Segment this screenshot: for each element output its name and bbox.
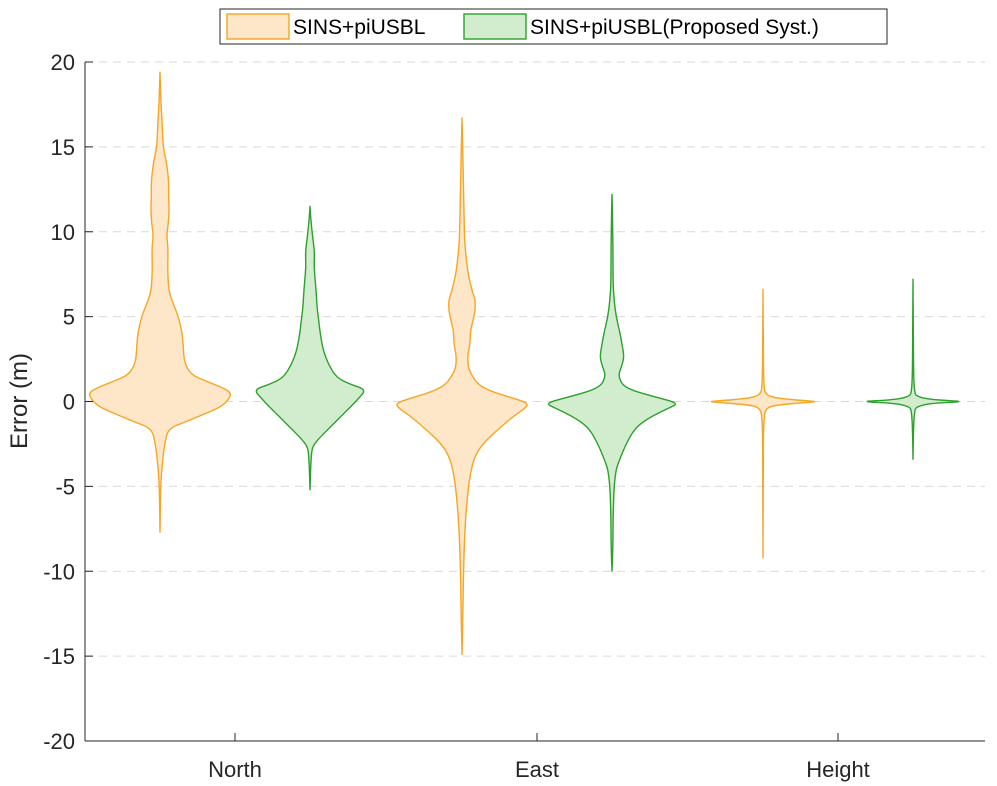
x-tick-label-north: North bbox=[208, 757, 262, 782]
gridlines bbox=[85, 61, 985, 657]
y-axis-ticks: 20 15 10 5 0 -5 -10 -15 -20 bbox=[43, 50, 93, 754]
legend-label-sins-piusbl: SINS+piUSBL bbox=[293, 16, 425, 39]
legend-label-proposed-system: SINS+piUSBL(Proposed Syst.) bbox=[530, 16, 819, 39]
legend: SINS+piUSBL SINS+piUSBL(Proposed Syst.) bbox=[219, 8, 888, 45]
violin-north-sins-piusbl bbox=[89, 71, 231, 533]
y-tick-label: 20 bbox=[51, 50, 75, 75]
x-tick-label-height: Height bbox=[806, 757, 870, 782]
y-tick-label: 10 bbox=[51, 220, 75, 245]
y-tick-label: 5 bbox=[63, 305, 75, 330]
violin-height-proposed-system bbox=[866, 278, 960, 460]
legend-swatch-proposed-system bbox=[463, 13, 527, 40]
y-tick-label: -20 bbox=[43, 729, 75, 754]
x-tick-label-east: East bbox=[515, 757, 559, 782]
y-tick-label: -10 bbox=[43, 559, 75, 584]
violin-north-proposed-system bbox=[255, 205, 365, 491]
y-tick-label: -5 bbox=[55, 474, 75, 499]
legend-swatch-sins-piusbl bbox=[226, 13, 290, 40]
x-axis-ticks: North East Height bbox=[208, 733, 870, 782]
violin-east-sins-piusbl bbox=[396, 117, 528, 656]
violin-height-sins-piusbl bbox=[710, 288, 816, 559]
violin-east-proposed-system bbox=[547, 193, 677, 572]
legend-box bbox=[219, 8, 888, 45]
y-tick-label: -15 bbox=[43, 644, 75, 669]
y-tick-label: 15 bbox=[51, 135, 75, 160]
y-tick-label: 0 bbox=[63, 390, 75, 415]
y-axis-label: Error (m) bbox=[6, 353, 33, 449]
violin-plots bbox=[89, 71, 960, 656]
